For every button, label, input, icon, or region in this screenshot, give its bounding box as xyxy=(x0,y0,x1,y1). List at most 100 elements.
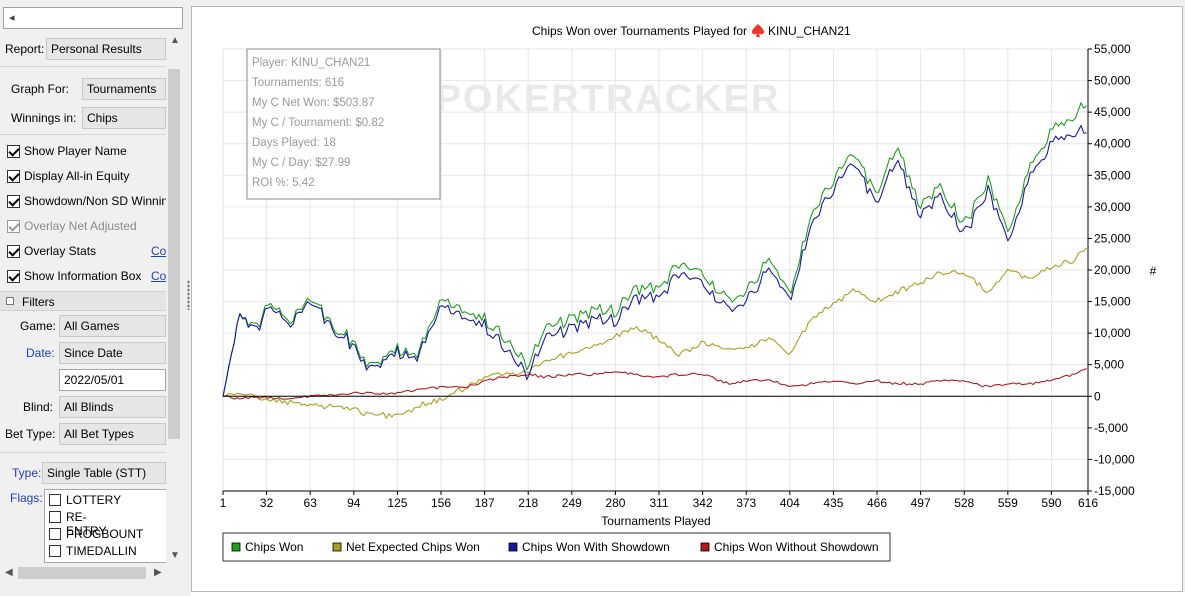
checkbox-box[interactable] xyxy=(49,494,61,506)
legend-swatch-chips-won xyxy=(231,542,241,552)
bottom-strip xyxy=(191,592,1185,596)
x-tick-label: 466 xyxy=(867,496,887,510)
start-date-field[interactable]: 2022/05/01 xyxy=(59,369,166,391)
checkbox-box xyxy=(7,220,20,233)
y-tick-label: -15,000 xyxy=(1094,484,1135,498)
winnings-in-dropdown[interactable]: Chips xyxy=(82,107,166,129)
panel-splitter[interactable] xyxy=(186,0,191,596)
info-player: Player: KINU_CHAN21 xyxy=(252,57,370,69)
report-label: Report: xyxy=(5,42,45,56)
checkbox-box[interactable] xyxy=(7,270,20,283)
filters-header-label: Filters xyxy=(22,295,55,309)
x-axis-label: Tournaments Played xyxy=(601,514,710,528)
legend-swatch-with-showdown xyxy=(508,542,518,552)
info-roi: ROI %: 5.42 xyxy=(252,177,315,189)
scroll-thumb[interactable] xyxy=(168,69,180,439)
grid-layer xyxy=(222,48,1089,492)
x-tick-label: 94 xyxy=(347,496,361,510)
checkbox-label: Show Player Name xyxy=(24,144,127,158)
bet-type-dropdown[interactable]: All Bet Types xyxy=(59,423,166,445)
checkbox-box[interactable] xyxy=(49,511,61,523)
report-search-input[interactable]: ◂ xyxy=(3,7,183,29)
pokertracker-watermark: POKERTRACKER xyxy=(436,78,781,120)
graph-for-label: Graph For: xyxy=(11,82,70,96)
x-tick-label: 218 xyxy=(518,496,538,510)
y-tick-label: 50,000 xyxy=(1094,74,1131,88)
y-tick-label: 40,000 xyxy=(1094,137,1131,151)
filters-section-header[interactable]: Filters xyxy=(0,291,166,311)
checkbox-display-all-in-equity[interactable]: Display All-in Equity xyxy=(0,164,166,188)
legend-label: Chips Won Without Showdown xyxy=(714,540,879,554)
scroll-up-icon[interactable]: ▲ xyxy=(170,35,180,46)
bet-type-label: Bet Type: xyxy=(5,427,56,441)
x-tick-label: 404 xyxy=(780,496,800,510)
info-per-tournament: My C / Tournament: $0.82 xyxy=(252,117,384,129)
x-tick-label: 1 xyxy=(220,496,227,510)
x-tick-label: 249 xyxy=(562,496,582,510)
horizontal-scrollbar[interactable]: ◀ ▶ xyxy=(0,565,182,581)
flags-list: LOTTERY RE-ENTRY PROGBOUNT TIMEDALLIN xyxy=(44,489,168,563)
x-tick-label: 435 xyxy=(823,496,843,510)
checkbox-box[interactable] xyxy=(7,145,20,158)
y-tick-label: 0 xyxy=(1094,389,1101,403)
graph-for-dropdown[interactable]: Tournaments xyxy=(82,78,166,100)
x-tick-label: 616 xyxy=(1078,496,1098,510)
checkbox-box[interactable] xyxy=(7,245,20,258)
x-tick-label: 342 xyxy=(693,496,713,510)
chart-panel: POKERTRACKER 55,000 50,000 45,000 40,000 35,… xyxy=(191,6,1183,592)
legend-swatch-without-showdown xyxy=(700,542,710,552)
checkbox-overlay-stats[interactable]: Overlay Stats Co xyxy=(0,239,166,263)
checkbox-box[interactable] xyxy=(49,545,61,557)
x-tick-label: 187 xyxy=(475,496,495,510)
flags-label: Flags: xyxy=(10,491,43,505)
y-axis-symbol: # xyxy=(1150,264,1157,278)
information-box: Player: KINU_CHAN21 Tournaments: 616 My … xyxy=(246,48,441,200)
y-tick-label: 15,000 xyxy=(1094,295,1131,309)
checkbox-show-player-name[interactable]: Show Player Name xyxy=(0,139,166,163)
scroll-down-icon[interactable]: ▼ xyxy=(170,550,180,561)
checkbox-showdown-non-sd[interactable]: Showdown/Non SD Winnings xyxy=(0,189,166,213)
y-tick-label: -10,000 xyxy=(1094,452,1135,466)
legend-swatch-net-expected xyxy=(332,542,342,552)
chart-title-player: KINU_CHAN21 xyxy=(768,24,851,38)
checkbox-box[interactable] xyxy=(49,528,61,540)
y-tick-label: 35,000 xyxy=(1094,168,1131,182)
blind-dropdown[interactable]: All Blinds xyxy=(59,396,166,418)
info-box-configure-link[interactable]: Co xyxy=(151,269,166,283)
y-tick-label: 45,000 xyxy=(1094,105,1131,119)
info-net-won: My C Net Won: $503.87 xyxy=(252,97,375,109)
chart-title-prefix: Chips Won over Tournaments Played for xyxy=(532,24,747,38)
series-with-showdown xyxy=(222,124,1087,397)
game-dropdown[interactable]: All Games xyxy=(59,315,166,337)
flag-label: RE-ENTRY xyxy=(66,510,107,538)
scroll-right-icon[interactable]: ▶ xyxy=(154,567,162,578)
date-mode-dropdown[interactable]: Since Date xyxy=(59,342,166,364)
checkbox-label: Overlay Net Adjusted xyxy=(24,219,137,233)
chart-legend: Chips Won Net Expected Chips Won Chips W… xyxy=(222,532,891,562)
blind-label: Blind: xyxy=(23,400,54,414)
legend-label: Chips Won With Showdown xyxy=(522,540,670,554)
collapse-icon[interactable] xyxy=(6,297,14,305)
y-tick-label: 55,000 xyxy=(1094,42,1131,56)
splitter-grip-icon[interactable] xyxy=(187,280,190,310)
series-without-showdown xyxy=(222,368,1087,400)
axis-layer: 55,000 50,000 45,000 40,000 35,000 30,000 25,0… xyxy=(220,42,1135,510)
overlay-stats-configure-link[interactable]: Co xyxy=(151,244,166,258)
x-tick-label: 311 xyxy=(649,496,668,510)
scroll-thumb[interactable] xyxy=(18,567,146,579)
legend-label: Net Expected Chips Won xyxy=(346,540,480,554)
y-tick-label: 20,000 xyxy=(1094,263,1131,277)
flag-label: LOTTERY xyxy=(66,493,122,507)
report-dropdown[interactable]: Personal Results xyxy=(46,38,166,60)
checkbox-show-information-box[interactable]: Show Information Box Co xyxy=(0,264,166,288)
vertical-scrollbar[interactable]: ▲ ▼ xyxy=(166,33,182,565)
x-tick-label: 497 xyxy=(911,496,931,510)
checkbox-box[interactable] xyxy=(7,195,20,208)
type-dropdown[interactable]: Single Table (STT) xyxy=(42,462,166,484)
spade-icon xyxy=(752,24,764,37)
checkbox-label: Showdown/Non SD Winnings xyxy=(24,194,166,208)
info-per-day: My C / Day: $27.99 xyxy=(252,157,350,169)
series-chips-won xyxy=(222,102,1087,397)
scroll-left-icon[interactable]: ◀ xyxy=(5,567,13,578)
checkbox-box[interactable] xyxy=(7,170,20,183)
